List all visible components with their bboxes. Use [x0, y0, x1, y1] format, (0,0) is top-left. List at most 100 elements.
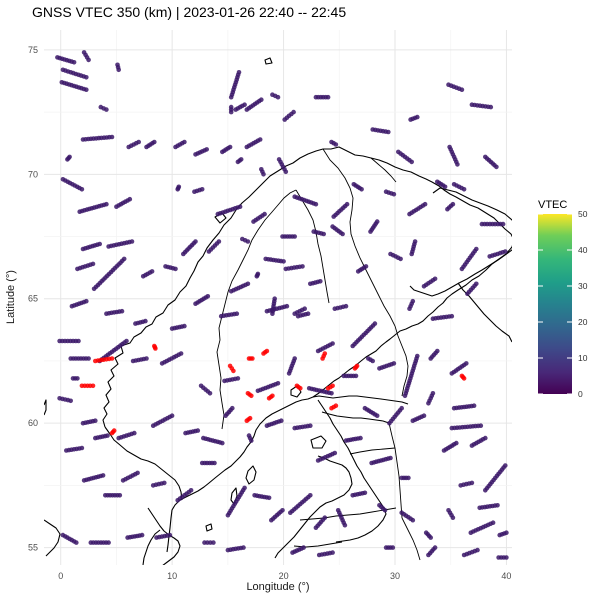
vtec-track — [407, 201, 428, 217]
vtec-point — [169, 413, 175, 419]
vtec-point — [301, 545, 306, 550]
vtec-track — [244, 97, 264, 112]
vtec-track — [259, 167, 266, 177]
vtec-point — [143, 318, 148, 324]
vtec-track — [396, 149, 415, 165]
vtec-point — [207, 391, 213, 396]
vtec-track — [227, 363, 236, 374]
vtec-point — [332, 450, 338, 456]
vtec-point — [388, 455, 393, 461]
vtec-track — [426, 545, 438, 558]
vtec-track — [93, 433, 110, 441]
border-belarus-russia — [401, 517, 421, 561]
coastline-scandinavia — [102, 146, 512, 553]
vtec-point — [90, 383, 96, 389]
vtec-point — [415, 114, 420, 120]
vtec-point — [442, 184, 448, 190]
vtec-track — [251, 211, 267, 224]
vtec-point — [182, 323, 187, 329]
vtec-point — [79, 445, 85, 451]
legend-title: VTEC — [538, 199, 567, 211]
vtec-point — [333, 142, 339, 147]
vtec-point — [106, 540, 111, 545]
vtec-point — [68, 398, 73, 404]
vtec-point — [398, 256, 403, 262]
vtec-point — [75, 376, 80, 381]
vtec-track — [316, 550, 335, 558]
vtec-track — [469, 102, 494, 110]
vtec-track — [269, 508, 285, 523]
vtec-track — [163, 264, 178, 272]
vtec-track — [220, 144, 233, 155]
vtec-point — [450, 201, 456, 207]
vtec-track — [445, 201, 456, 212]
vtec-track — [228, 70, 242, 100]
vtec-point — [283, 169, 289, 175]
vtec-point — [211, 540, 216, 545]
vtec-point — [205, 294, 211, 299]
vtec-point — [74, 540, 79, 545]
vtec-point — [483, 435, 488, 441]
vtec-track — [109, 428, 117, 436]
vtec-track — [446, 508, 456, 520]
vtec-point — [343, 303, 349, 309]
grid-lines — [44, 30, 512, 565]
vtec-point — [86, 356, 91, 361]
vtec-point — [363, 264, 369, 269]
basemap — [44, 57, 512, 565]
vtec-point — [455, 162, 460, 167]
vtec-point — [308, 423, 313, 429]
vtec-track — [80, 134, 115, 142]
vtec-track — [315, 341, 335, 354]
vtec-track — [282, 109, 296, 122]
vtec-point — [90, 261, 96, 267]
vtec-track — [201, 435, 225, 446]
colorbar-tick-label: 40 — [578, 245, 588, 255]
vtec-point — [270, 393, 275, 399]
vtec-point — [212, 460, 217, 466]
vtec-point — [321, 231, 327, 237]
colorbar-ticks: 0 10 20 30 40 50 — [538, 209, 588, 399]
vtec-track — [329, 403, 339, 411]
vtec-point — [412, 239, 418, 244]
vtec-point — [249, 438, 254, 443]
vtec-point — [230, 405, 235, 411]
vtec-track — [355, 264, 369, 274]
coastline-jutland — [142, 529, 161, 565]
coastline-norway-south — [104, 426, 183, 501]
vtec-track — [288, 493, 313, 515]
vtec-track — [496, 555, 509, 560]
vtec-track — [69, 298, 89, 309]
vtec-point — [428, 535, 434, 540]
vtec-track — [114, 196, 133, 209]
vtec-point — [292, 234, 298, 239]
vtec-track — [70, 376, 80, 381]
vtec-point — [494, 164, 499, 170]
vtec-point — [204, 147, 209, 152]
vtec-point — [330, 383, 335, 389]
vtec-track — [428, 348, 440, 361]
vtec-track — [383, 189, 397, 197]
vtec-track — [222, 376, 241, 384]
vtec-point — [257, 137, 263, 142]
vtec-point — [399, 405, 405, 411]
vtec-point — [129, 239, 135, 244]
vtec-track — [387, 405, 405, 426]
vtec-track — [246, 356, 255, 361]
vtec-track — [383, 545, 396, 550]
border-russia-west — [388, 422, 403, 519]
vtec-track — [465, 281, 479, 297]
vtec-track — [77, 201, 109, 214]
y-tick-label: 65 — [28, 294, 38, 304]
vtec-point — [135, 470, 140, 476]
vtec-point — [292, 356, 298, 361]
vtec-track — [370, 127, 391, 135]
vtec-point — [109, 356, 115, 361]
vtec-track — [235, 157, 244, 165]
vtec-point — [318, 279, 323, 284]
vtec-point — [100, 473, 106, 478]
y-tick-label: 55 — [28, 543, 38, 553]
vtec-track — [335, 508, 348, 528]
vtec-point — [495, 503, 500, 508]
vtec-point — [153, 346, 158, 351]
